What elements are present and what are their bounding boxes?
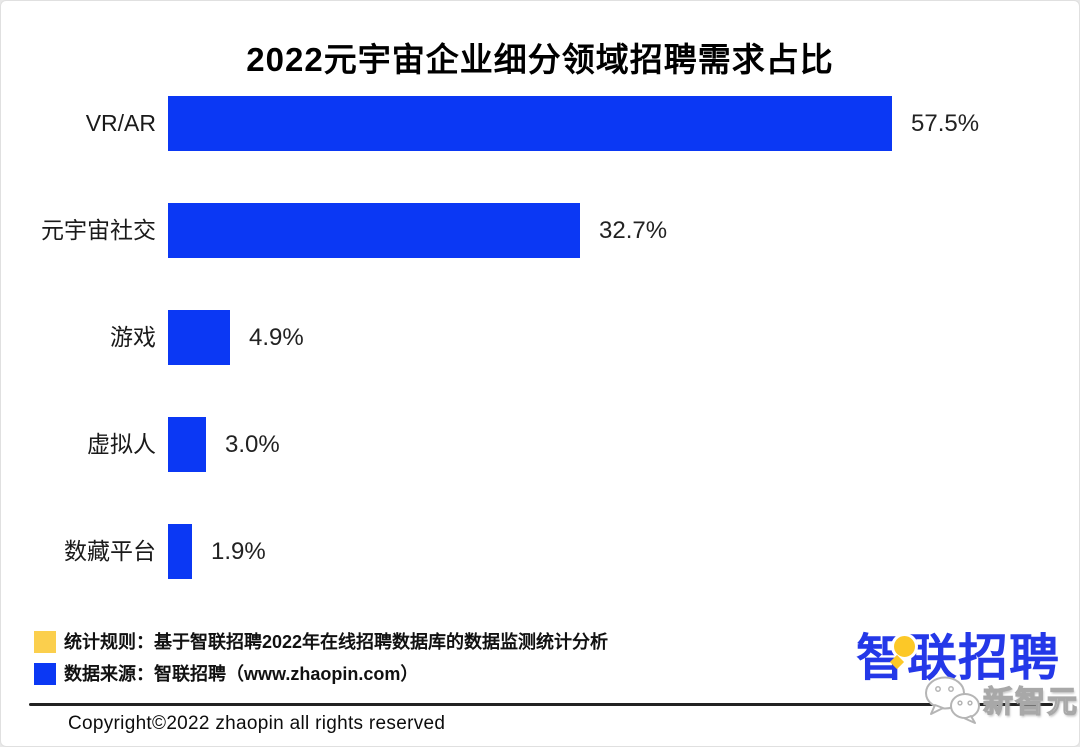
category-label: 虚拟人 <box>87 431 156 457</box>
bar <box>168 96 892 151</box>
category-label: 元宇宙社交 <box>41 217 156 243</box>
zhaopin-logo-text: 智联招聘 <box>856 630 1060 686</box>
value-label: 4.9% <box>249 324 304 351</box>
bar <box>168 524 192 579</box>
logo-bubble-icon <box>891 633 918 660</box>
bar-row: 游戏 4.9% <box>1 310 1079 365</box>
watermark-text: 新智元 <box>982 685 1079 719</box>
legend-label: 数据来源：智联招聘（www.zhaopin.com） <box>64 664 419 684</box>
legend-swatch-yellow <box>34 631 56 653</box>
copyright-text: Copyright©2022 zhaopin all rights reserv… <box>68 713 446 734</box>
legend-swatch-blue <box>34 663 56 685</box>
value-label: 3.0% <box>225 431 280 458</box>
xinzhiyuan-watermark: 新智元 <box>921 673 1079 725</box>
category-label: 游戏 <box>110 324 156 350</box>
value-label: 57.5% <box>911 110 980 137</box>
bar-row: VR/AR 57.5% <box>1 96 1079 151</box>
bar-row: 元宇宙社交 32.7% <box>1 203 1079 258</box>
value-label: 1.9% <box>211 538 266 565</box>
category-label: 数藏平台 <box>64 538 156 564</box>
bar <box>168 417 206 472</box>
bar-row: 数藏平台 1.9% <box>1 524 1079 579</box>
bar-row: 虚拟人 3.0% <box>1 417 1079 472</box>
divider-line <box>29 703 1053 706</box>
category-label: VR/AR <box>85 110 156 136</box>
bar <box>168 310 230 365</box>
chart-title: 2022元宇宙企业细分领域招聘需求占比 <box>246 41 834 78</box>
value-label: 32.7% <box>599 217 668 244</box>
legend-label: 统计规则：基于智联招聘2022年在线招聘数据库的数据监测统计分析 <box>64 632 609 652</box>
wechat-icon <box>925 676 980 724</box>
bar <box>168 203 580 258</box>
zhaopin-logo: 智联招聘 <box>856 627 1071 691</box>
